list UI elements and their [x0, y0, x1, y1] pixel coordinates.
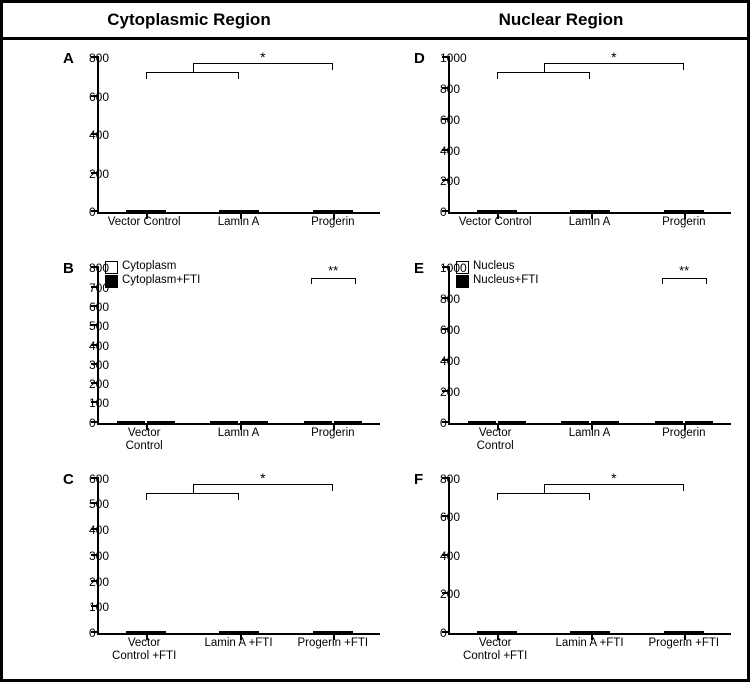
x-labels: VectorControl +FTILamin A +FTIProgerin +… — [448, 637, 731, 673]
panel-letter: A — [63, 50, 74, 67]
panel-F: F 0200400600800*VectorControl +FTILamin A… — [390, 465, 741, 675]
bar — [210, 421, 238, 423]
bar — [591, 421, 619, 423]
sig-star: * — [260, 470, 265, 486]
panel-D: D 02004006008001000*Vector ControlLamin A… — [390, 44, 741, 254]
legend-label: Nucleus+FTI — [473, 274, 539, 288]
bar — [117, 421, 145, 423]
panel-A: A 0200400600800*Vector ControlLamin AProg… — [39, 44, 390, 254]
panel-letter: D — [414, 50, 425, 67]
header-cytoplasmic: Cytoplasmic Region — [3, 3, 375, 37]
sig-pair: ** — [311, 263, 356, 284]
figure-container: Cytoplasmic Region Nuclear Region Young'… — [0, 0, 750, 682]
sig-pair-bracket — [662, 278, 707, 284]
legend-swatch — [456, 261, 469, 274]
sig-bracket-top: * — [544, 63, 685, 64]
x-label: Progerin — [641, 427, 726, 463]
header-row: Cytoplasmic Region Nuclear Region — [3, 3, 747, 40]
x-label: Lamin A — [547, 216, 632, 252]
x-label: VectorControl +FTI — [453, 637, 538, 673]
sig-star: * — [611, 470, 616, 486]
legend-row: Nucleus — [456, 260, 539, 274]
bar — [147, 421, 175, 423]
legend-swatch — [456, 275, 469, 288]
x-labels: VectorControlLamin AProgerin — [97, 427, 380, 463]
x-label: Lamin A — [196, 216, 281, 252]
x-labels: VectorControlLamin AProgerin — [448, 427, 731, 463]
figure-body: Young's Modulus (Pa) A0200400600800*Vect… — [3, 40, 747, 679]
panel-letter: F — [414, 471, 423, 488]
x-label: Progerin +FTI — [290, 637, 375, 673]
legend-row: Cytoplasm+FTI — [105, 274, 200, 288]
sig-connector — [193, 64, 195, 73]
panel-B: B 0100200300400500600700800**CytoplasmCyt… — [39, 254, 390, 464]
sig-connector — [544, 64, 546, 73]
legend-row: Nucleus+FTI — [456, 274, 539, 288]
panel-letter: B — [63, 260, 74, 277]
panel-letter: C — [63, 471, 74, 488]
panel-letter: E — [414, 260, 424, 277]
bar — [498, 421, 526, 423]
bars-container — [450, 58, 731, 212]
x-label: VectorControl +FTI — [102, 637, 187, 673]
sig-pair: ** — [662, 263, 707, 284]
ylabel-column: Young's Modulus (Pa) — [3, 40, 39, 679]
bar — [240, 421, 268, 423]
x-label: Progerin — [641, 216, 726, 252]
x-labels: VectorControl +FTILamin A +FTIProgerin +… — [97, 637, 380, 673]
bar — [561, 421, 589, 423]
x-label: Lamin A +FTI — [547, 637, 632, 673]
legend: NucleusNucleus+FTI — [456, 260, 539, 288]
legend-label: Nucleus — [473, 260, 515, 274]
bar — [334, 421, 362, 423]
header-nuclear: Nuclear Region — [375, 3, 747, 37]
legend-label: Cytoplasm+FTI — [122, 274, 200, 288]
bars-container — [450, 479, 731, 633]
sig-connector — [193, 485, 195, 494]
plot-area: 0200400600800* — [97, 58, 380, 214]
panel-E: E 02004006008001000**NucleusNucleus+FTI Ve… — [390, 254, 741, 464]
plot-area: 02004006008001000* — [448, 58, 731, 214]
panels-grid: A0200400600800*Vector ControlLamin AProg… — [39, 40, 747, 679]
legend-row: Cytoplasm — [105, 260, 200, 274]
bars-container — [99, 268, 380, 422]
x-label: Progerin — [290, 216, 375, 252]
legend: CytoplasmCytoplasm+FTI — [105, 260, 200, 288]
plot-area: 02004006008001000** — [448, 268, 731, 424]
bar — [468, 421, 496, 423]
bar — [685, 421, 713, 423]
plot-area: 0100200300400500600* — [97, 479, 380, 635]
sig-connector — [544, 485, 546, 494]
legend-label: Cytoplasm — [122, 260, 176, 274]
x-labels: Vector ControlLamin AProgerin — [448, 216, 731, 252]
sig-bracket-top: * — [193, 484, 334, 485]
legend-swatch — [105, 275, 118, 288]
x-label: Lamin A — [196, 427, 281, 463]
x-label: VectorControl — [102, 427, 187, 463]
bar — [655, 421, 683, 423]
sig-pair-bracket — [311, 278, 356, 284]
panel-C: C 0100200300400500600*VectorControl +FTIL… — [39, 465, 390, 675]
x-label: Lamin A — [547, 427, 632, 463]
plot-area: 0200400600800* — [448, 479, 731, 635]
plot-area: 0100200300400500600700800** — [97, 268, 380, 424]
x-label: Lamin A +FTI — [196, 637, 281, 673]
sig-star: * — [260, 49, 265, 65]
bars-container — [450, 268, 731, 422]
x-label: Vector Control — [102, 216, 187, 252]
sig-bracket-top: * — [544, 484, 685, 485]
bar — [304, 421, 332, 423]
sig-star: * — [611, 49, 616, 65]
sig-bracket-top: * — [193, 63, 334, 64]
x-labels: Vector ControlLamin AProgerin — [97, 216, 380, 252]
x-label: Vector Control — [453, 216, 538, 252]
sig-pair-label: ** — [311, 263, 356, 278]
bars-container — [99, 479, 380, 633]
x-label: Progerin +FTI — [641, 637, 726, 673]
bars-container — [99, 58, 380, 212]
legend-swatch — [105, 261, 118, 274]
sig-pair-label: ** — [662, 263, 707, 278]
x-label: VectorControl — [453, 427, 538, 463]
x-label: Progerin — [290, 427, 375, 463]
